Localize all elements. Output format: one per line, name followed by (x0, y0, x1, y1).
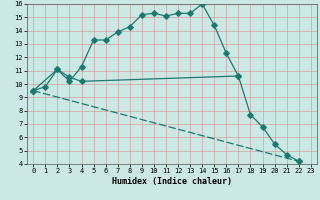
X-axis label: Humidex (Indice chaleur): Humidex (Indice chaleur) (112, 177, 232, 186)
